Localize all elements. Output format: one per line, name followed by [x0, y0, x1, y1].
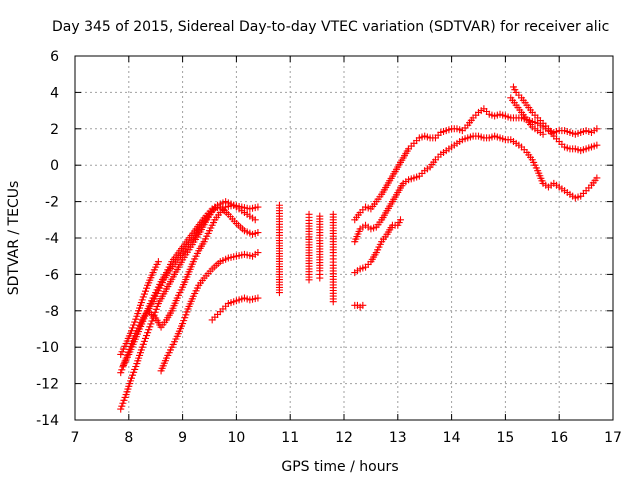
data-point: [118, 402, 126, 410]
data-point: [120, 396, 128, 404]
data-point: [539, 130, 547, 138]
x-tick-label: 15: [496, 430, 514, 446]
data-point: [131, 318, 139, 326]
data-point: [152, 305, 160, 313]
data-point: [141, 287, 149, 295]
data-point: [131, 365, 139, 373]
data-point: [305, 276, 313, 284]
x-tick-label: 14: [443, 430, 461, 446]
data-point: [182, 311, 190, 319]
y-tick-label: -10: [36, 340, 59, 356]
data-point: [254, 203, 262, 211]
data-point: [140, 290, 148, 298]
data-point: [130, 321, 138, 329]
data-point: [117, 405, 125, 413]
data-point: [179, 320, 187, 328]
data-point: [181, 314, 189, 322]
series-arc-5: [157, 249, 262, 375]
data-point: [183, 308, 191, 316]
series-arc-9: [351, 132, 601, 246]
x-tick-label: 9: [178, 430, 187, 446]
data-point: [153, 302, 161, 310]
y-tick-label: -12: [36, 377, 59, 393]
x-tick-label: 11: [281, 430, 299, 446]
data-point: [119, 399, 127, 407]
data-point: [254, 229, 262, 237]
x-tick-label: 12: [335, 430, 353, 446]
data-point: [593, 125, 601, 133]
y-axis-title: SDTVAR / TECUs: [6, 181, 22, 296]
data-point: [139, 293, 147, 301]
data-point: [251, 216, 259, 224]
data-point: [138, 296, 146, 304]
y-tick-label: -6: [45, 267, 59, 283]
data-point: [396, 216, 404, 224]
series-arc-11: [351, 301, 367, 311]
grid-lines: [75, 56, 613, 420]
x-tick-label: 13: [389, 430, 407, 446]
series-arc-8: [351, 105, 601, 224]
data-point: [180, 317, 188, 325]
data-point: [254, 249, 262, 257]
series-arc-12: [509, 83, 601, 155]
data-point: [593, 141, 601, 149]
chart-title: Day 345 of 2015, Sidereal Day-to-day VTE…: [52, 19, 609, 35]
data-point: [141, 334, 149, 342]
y-tick-labels: -14 -12 -10 -8 -6 -4 -2 0 2 4 6: [36, 49, 59, 429]
x-tick-label: 7: [71, 430, 80, 446]
data-point: [593, 174, 601, 182]
data-point: [140, 337, 148, 345]
data-point: [127, 374, 135, 382]
y-tick-label: 0: [50, 158, 59, 174]
x-tick-label: 16: [550, 430, 568, 446]
x-tick-label: 8: [124, 430, 133, 446]
y-tick-label: 4: [50, 85, 59, 101]
x-tick-labels: 7 8 9 10 11 12 13 14 15 16 17: [71, 430, 622, 446]
data-point: [139, 340, 147, 348]
data-point: [129, 371, 137, 379]
series-arc-13: [507, 94, 547, 138]
axis-ticks: [74, 55, 614, 421]
series-arc-3: [117, 258, 162, 358]
data-point: [127, 327, 135, 335]
y-tick-label: -4: [45, 231, 59, 247]
x-tick-label: 17: [604, 430, 622, 446]
series-arc-6: [144, 201, 262, 331]
data-point: [143, 332, 151, 340]
series-arc-1: [117, 203, 219, 413]
data-point: [154, 258, 162, 266]
data-point: [316, 274, 324, 282]
y-tick-label: -14: [36, 413, 59, 429]
data-point: [144, 329, 152, 337]
series-arc-7: [208, 294, 262, 324]
data-points: [117, 83, 601, 413]
y-tick-label: -2: [45, 195, 59, 211]
y-tick-label: 2: [50, 122, 59, 138]
y-tick-label: -8: [45, 304, 59, 320]
plot-frame: [74, 55, 614, 421]
data-point: [138, 343, 146, 351]
y-tick-label: 6: [50, 49, 59, 65]
series-arc-10: [351, 216, 404, 277]
data-point: [275, 289, 283, 297]
data-point: [145, 326, 153, 334]
x-tick-label: 10: [227, 430, 245, 446]
data-point: [359, 301, 367, 309]
data-point: [117, 369, 125, 377]
series-scatter-gap: [275, 201, 337, 306]
data-point: [132, 362, 140, 370]
data-point: [118, 366, 126, 374]
data-point: [148, 317, 156, 325]
data-point: [147, 320, 155, 328]
data-point: [329, 298, 337, 306]
data-point: [121, 393, 129, 401]
data-point: [132, 315, 140, 323]
x-axis-title: GPS time / hours: [281, 459, 398, 475]
data-point: [146, 323, 154, 331]
data-point: [254, 294, 262, 302]
data-point: [143, 284, 151, 292]
data-point: [129, 324, 137, 332]
data-point: [130, 368, 138, 376]
